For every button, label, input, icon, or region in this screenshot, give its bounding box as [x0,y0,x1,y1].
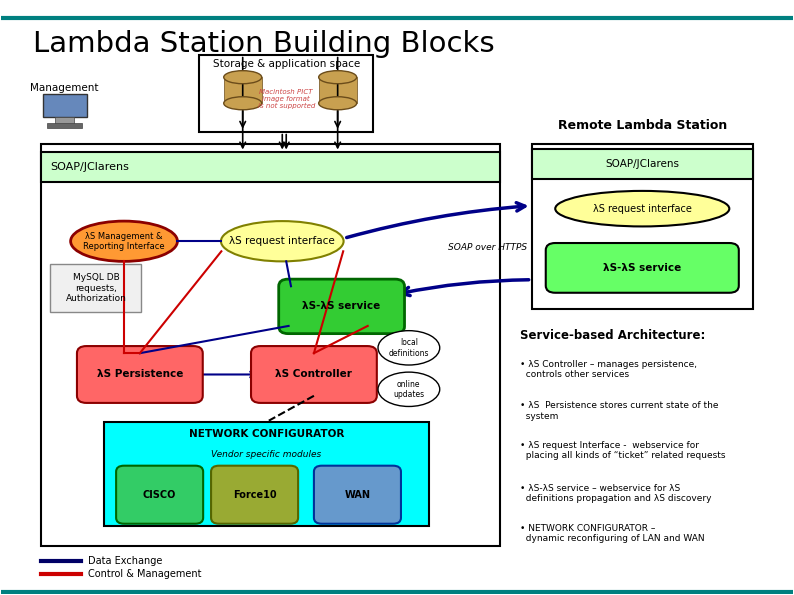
Text: λS request interface: λS request interface [229,236,335,246]
Ellipse shape [224,71,262,84]
FancyBboxPatch shape [43,95,87,117]
FancyBboxPatch shape [318,77,357,104]
FancyBboxPatch shape [279,279,404,334]
Ellipse shape [555,191,730,227]
Ellipse shape [71,221,177,261]
Text: Vendor specific modules: Vendor specific modules [211,450,322,459]
FancyBboxPatch shape [545,243,738,293]
Text: MySQL DB
requests,
Authorization: MySQL DB requests, Authorization [65,273,126,303]
Text: Lambda Station Building Blocks: Lambda Station Building Blocks [33,30,495,58]
FancyBboxPatch shape [48,123,82,127]
Text: Remote Lambda Station: Remote Lambda Station [557,119,727,132]
Text: • λS-λS service – webservice for λS
  definitions propagation and λS discovery: • λS-λS service – webservice for λS defi… [519,484,711,503]
FancyBboxPatch shape [251,346,377,403]
Ellipse shape [221,221,344,261]
FancyBboxPatch shape [211,466,298,524]
FancyBboxPatch shape [51,264,141,312]
Text: • λS request Interface -  webservice for
  placing all kinds of “ticket” related: • λS request Interface - webservice for … [519,441,725,460]
Ellipse shape [224,97,262,109]
Text: Storage & application space: Storage & application space [213,60,360,70]
Text: Management: Management [30,83,99,93]
Text: SOAP/JClarens: SOAP/JClarens [605,159,680,169]
Text: λS Persistence: λS Persistence [97,369,183,380]
FancyBboxPatch shape [77,346,202,403]
Text: λS-λS service: λS-λS service [303,302,381,311]
Text: Data Exchange: Data Exchange [88,556,163,566]
Text: CISCO: CISCO [143,490,176,500]
Text: SOAP over HTTPS: SOAP over HTTPS [449,243,527,252]
Text: λS Management &
Reporting Interface: λS Management & Reporting Interface [83,231,165,251]
Text: • NETWORK CONFIGURATOR –
  dynamic reconfiguring of LAN and WAN: • NETWORK CONFIGURATOR – dynamic reconfi… [519,524,704,543]
Text: NETWORK CONFIGURATOR: NETWORK CONFIGURATOR [189,429,344,439]
FancyBboxPatch shape [104,422,429,525]
FancyBboxPatch shape [116,466,203,524]
Ellipse shape [318,71,357,84]
Text: • λS Controller – manages persistence,
  controls other services: • λS Controller – manages persistence, c… [519,360,696,379]
Text: λS request interface: λS request interface [593,203,692,214]
Text: λS-λS service: λS-λS service [603,263,681,273]
FancyBboxPatch shape [224,77,262,104]
Text: online
updates: online updates [393,380,425,399]
FancyBboxPatch shape [531,143,753,309]
Ellipse shape [378,372,440,406]
FancyBboxPatch shape [41,143,500,546]
FancyBboxPatch shape [56,117,74,124]
Text: • λS  Persistence stores current state of the
  system: • λS Persistence stores current state of… [519,401,718,421]
Text: WAN: WAN [345,490,371,500]
Text: SOAP/JClarens: SOAP/JClarens [51,162,129,172]
Text: λS Controller: λS Controller [276,369,353,380]
Text: local
definitions: local definitions [388,338,429,358]
FancyBboxPatch shape [199,55,373,131]
FancyBboxPatch shape [41,152,500,182]
FancyBboxPatch shape [531,149,753,179]
Ellipse shape [378,331,440,365]
Text: Force10: Force10 [233,490,276,500]
Text: Macintosh PICT
image format
is not supported: Macintosh PICT image format is not suppo… [257,89,315,109]
Text: Service-based Architecture:: Service-based Architecture: [519,330,705,343]
Ellipse shape [318,97,357,109]
FancyBboxPatch shape [314,466,401,524]
Text: Control & Management: Control & Management [88,569,202,579]
